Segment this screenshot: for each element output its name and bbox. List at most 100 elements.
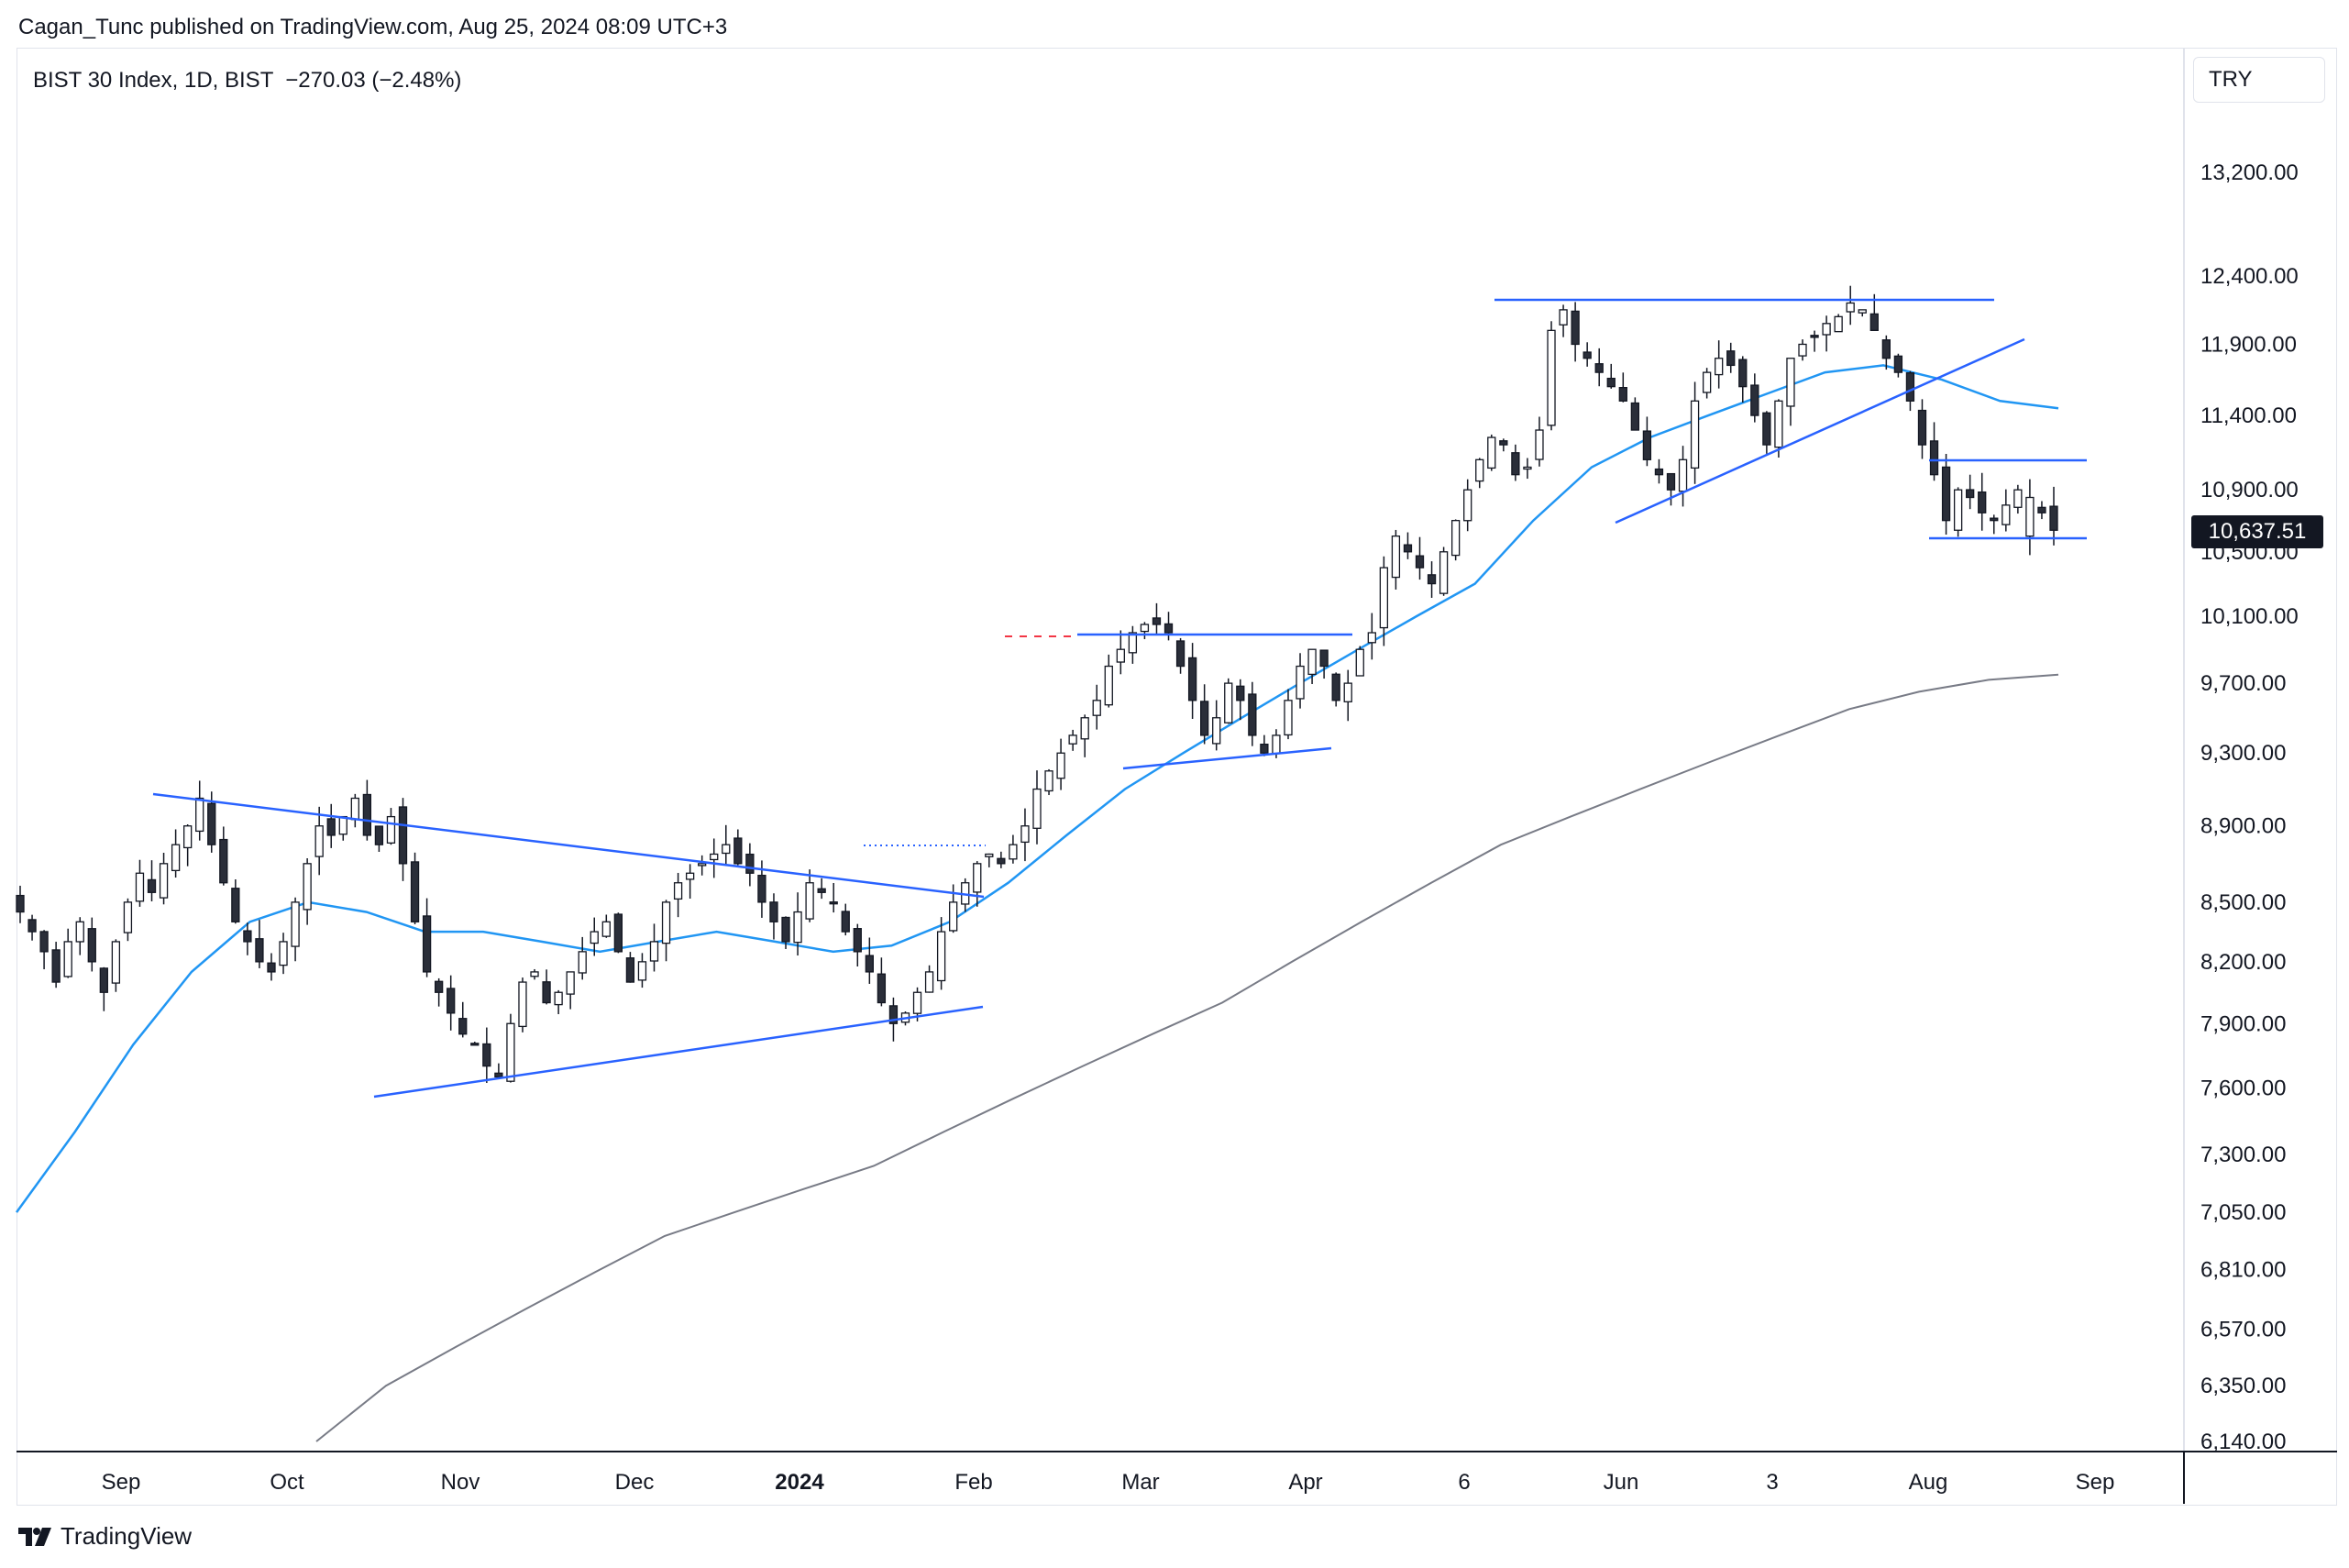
candle-up bbox=[1475, 458, 1484, 482]
x-tick-label: 3 bbox=[1766, 1470, 1778, 1495]
candle-down bbox=[1415, 555, 1425, 569]
candle-down bbox=[865, 955, 874, 973]
candle-up bbox=[973, 863, 982, 893]
candle-down bbox=[769, 901, 778, 922]
candle-up bbox=[1439, 551, 1449, 594]
candle-down bbox=[733, 837, 743, 865]
candle-down bbox=[1990, 517, 1999, 522]
candle-up bbox=[1272, 734, 1281, 755]
candle-up bbox=[506, 1022, 515, 1082]
candle-up bbox=[698, 863, 707, 867]
candle-down bbox=[1762, 412, 1771, 446]
candle-down bbox=[1726, 350, 1736, 367]
x-tick-label: Dec bbox=[615, 1470, 655, 1495]
candle-up bbox=[1343, 682, 1352, 702]
candle-down bbox=[2037, 506, 2046, 513]
candle-up bbox=[303, 863, 312, 911]
candle-down bbox=[267, 962, 276, 973]
candle-up bbox=[350, 797, 359, 821]
candle-down bbox=[458, 1018, 468, 1035]
descending-resistance-line[interactable] bbox=[152, 792, 985, 899]
candle-up bbox=[1092, 700, 1101, 716]
y-tick-label: 10,900.00 bbox=[2200, 478, 2299, 502]
candle-down bbox=[1869, 313, 1879, 331]
candle-down bbox=[1642, 430, 1652, 460]
candle-down bbox=[1810, 335, 1819, 338]
candle-up bbox=[1834, 315, 1843, 333]
candle-down bbox=[1606, 377, 1616, 388]
candle-down bbox=[1893, 355, 1903, 373]
candle-up bbox=[1523, 466, 1532, 470]
rising-support-line[interactable] bbox=[373, 1005, 984, 1099]
candle-down bbox=[422, 915, 432, 973]
x-tick-label: 6 bbox=[1458, 1470, 1470, 1495]
candle-down bbox=[87, 928, 96, 963]
x-tick-label: Sep bbox=[102, 1470, 141, 1495]
y-tick-label: 7,600.00 bbox=[2200, 1076, 2286, 1100]
candle-up bbox=[1284, 700, 1293, 736]
candle-down bbox=[1654, 468, 1664, 476]
candle-up bbox=[75, 921, 84, 943]
candle-down bbox=[1978, 491, 1987, 513]
candle-up bbox=[518, 981, 527, 1028]
published-caption: Cagan_Tunc published on TradingView.com,… bbox=[18, 15, 728, 39]
candle-up bbox=[1032, 788, 1042, 829]
y-tick-label: 7,300.00 bbox=[2200, 1143, 2286, 1167]
candle-down bbox=[1152, 617, 1162, 625]
y-tick-label: 6,570.00 bbox=[2200, 1318, 2286, 1342]
candle-up bbox=[1846, 302, 1855, 313]
candle-up bbox=[1786, 358, 1795, 407]
candle-down bbox=[1583, 351, 1592, 359]
candle-down bbox=[1666, 472, 1676, 491]
candle-up bbox=[135, 872, 145, 902]
ascending-support-line[interactable] bbox=[1615, 337, 2025, 525]
candle-up bbox=[2025, 496, 2035, 537]
candle-up bbox=[949, 901, 958, 932]
candle-down bbox=[1738, 359, 1748, 388]
y-tick-label: 7,900.00 bbox=[2200, 1011, 2286, 1036]
candle-up bbox=[1020, 825, 1030, 844]
candle-down bbox=[147, 878, 157, 893]
x-tick-label: Aug bbox=[1909, 1470, 1948, 1495]
y-tick-label: 11,400.00 bbox=[2200, 403, 2297, 428]
candle-down bbox=[398, 806, 408, 865]
candle-down bbox=[1905, 372, 1915, 402]
candle-up bbox=[912, 991, 922, 1014]
candle-down bbox=[1427, 574, 1437, 585]
candle-up bbox=[985, 853, 994, 857]
candle-up bbox=[1822, 323, 1831, 336]
candle-up bbox=[314, 825, 324, 857]
y-tick-label: 6,350.00 bbox=[2200, 1374, 2286, 1398]
candle-up bbox=[159, 863, 169, 899]
candle-up bbox=[279, 941, 288, 966]
candle-down bbox=[28, 919, 37, 933]
candle-down bbox=[410, 861, 420, 922]
candle-up bbox=[924, 971, 934, 993]
ema50-line bbox=[15, 364, 2059, 1213]
footer-brand[interactable]: TradingView bbox=[18, 1522, 192, 1551]
candle-up bbox=[1116, 648, 1125, 663]
range-bottom-support-line[interactable] bbox=[1122, 746, 1332, 770]
currency-selector[interactable]: TRY bbox=[2193, 57, 2325, 103]
candle-up bbox=[386, 815, 396, 844]
candle-down bbox=[1929, 440, 1939, 476]
candle-up bbox=[1140, 624, 1150, 633]
candle-up bbox=[1044, 770, 1053, 792]
candle-up bbox=[111, 941, 121, 984]
candle-down bbox=[1618, 387, 1627, 402]
candle-up bbox=[1056, 752, 1065, 779]
last-price-label: 10,637.51 bbox=[2191, 515, 2323, 548]
candle-down bbox=[219, 838, 228, 884]
symbol-legend[interactable]: BIST 30 Index, 1D, BIST −270.03 (−2.48%) bbox=[33, 68, 461, 94]
candle-up bbox=[936, 931, 946, 982]
x-tick-label: Oct bbox=[270, 1470, 304, 1495]
candle-down bbox=[1917, 409, 1927, 446]
chart-pane[interactable] bbox=[17, 48, 2337, 1506]
candle-down bbox=[447, 988, 456, 1014]
candle-down bbox=[99, 967, 108, 993]
candle-up bbox=[1559, 309, 1568, 326]
y-tick-label: 7,050.00 bbox=[2200, 1200, 2286, 1225]
candle-down bbox=[1248, 693, 1257, 736]
candle-up bbox=[1080, 717, 1089, 740]
